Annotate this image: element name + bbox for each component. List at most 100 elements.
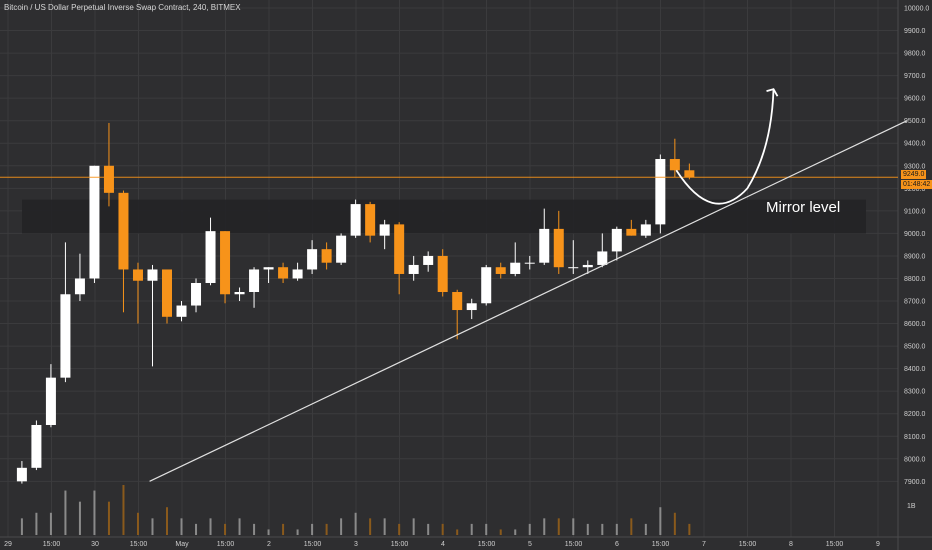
volume-bar <box>296 529 299 535</box>
price-tick-label: 9100.0 <box>904 208 926 215</box>
volume-bar <box>311 523 314 535</box>
volume-bar <box>340 518 343 535</box>
price-tick-label: 9200.0 <box>904 186 926 193</box>
price-tick-label: 7900.0 <box>904 479 926 486</box>
price-tick-label: 9700.0 <box>904 73 926 80</box>
volume-bar <box>325 523 328 535</box>
candle-body <box>626 228 637 236</box>
volume-bar <box>282 523 285 535</box>
candle <box>234 287 245 302</box>
time-tick-label: 4 <box>441 541 445 548</box>
price-tick-label: 9800.0 <box>904 51 926 58</box>
price-axis[interactable]: 10000.0 9900.0 9800.0 9700.0 9600.0 9500.0 940… <box>904 6 929 511</box>
candle-body <box>481 267 492 304</box>
time-tick-label: 29 <box>4 541 12 548</box>
time-axis[interactable]: 29 15:00 30 15:00 May 15:00 2 15:00 3 15:00 4 15:00… <box>4 541 880 548</box>
candle <box>103 122 114 207</box>
volume-bar <box>485 523 488 535</box>
candle-body <box>191 282 202 306</box>
volume-bar <box>412 518 415 535</box>
time-tick-label: 15:00 <box>478 541 496 548</box>
candle <box>539 208 550 265</box>
candle <box>423 251 434 272</box>
volume-bar <box>369 518 372 535</box>
candle-body <box>394 224 405 274</box>
candle <box>292 262 303 281</box>
price-tick-label: 8200.0 <box>904 411 926 418</box>
candle-body <box>684 170 695 178</box>
volume-bar <box>136 512 139 535</box>
chart-title: Bitcoin / US Dollar Perpetual Inverse Sw… <box>4 3 241 12</box>
candle <box>626 219 637 236</box>
time-tick-label: 15:00 <box>565 541 583 548</box>
time-tick-label: 3 <box>354 541 358 548</box>
price-tick-label: 9400.0 <box>904 141 926 148</box>
time-tick-label: 5 <box>528 541 532 548</box>
candle <box>118 190 129 313</box>
candle-body <box>220 231 231 295</box>
candle <box>510 242 521 277</box>
candle-body <box>292 269 303 279</box>
candle-body <box>278 267 289 279</box>
candle-body <box>162 269 172 317</box>
candle-body <box>423 255 434 265</box>
candle-body <box>510 262 521 274</box>
candle <box>669 138 680 178</box>
volume-bar <box>543 518 546 535</box>
mirror-level-zone <box>22 199 866 234</box>
candle-body <box>539 228 550 263</box>
candle-body <box>118 192 129 270</box>
volume-bar <box>267 529 270 535</box>
candle <box>655 154 666 234</box>
volume-bar <box>224 523 227 535</box>
candle <box>611 226 622 261</box>
projection-arrow[interactable] <box>675 88 779 205</box>
volume-tick-label: 1B <box>907 503 916 510</box>
candle-body <box>89 165 100 279</box>
time-tick-label: 15:00 <box>304 541 322 548</box>
candle-body <box>45 377 56 425</box>
candle-body <box>495 267 506 274</box>
candle-body <box>408 264 419 274</box>
volume-bar <box>441 523 444 535</box>
time-tick-label: 15:00 <box>391 541 409 548</box>
price-tick-label: 8600.0 <box>904 321 926 328</box>
time-tick-label: 15:00 <box>217 541 235 548</box>
volume-bar <box>209 518 212 535</box>
price-tick-label: 10000.0 <box>904 6 929 13</box>
bar-countdown-tag: 01:48:42 <box>901 180 932 189</box>
volume-bar <box>586 523 589 535</box>
candle <box>176 301 187 322</box>
candle <box>45 364 56 428</box>
trendline-line <box>149 120 908 482</box>
volume-bar <box>615 523 618 535</box>
candle-body <box>74 278 85 295</box>
price-tick-label: 8500.0 <box>904 344 926 351</box>
candle-body <box>437 255 448 293</box>
candle <box>162 269 172 324</box>
candle-body <box>176 305 187 317</box>
volume-bar <box>514 529 517 535</box>
trendline[interactable] <box>149 120 908 482</box>
candle <box>205 217 216 286</box>
volume-bar <box>35 512 38 535</box>
volume-bar <box>195 523 198 535</box>
volume-bar <box>644 523 647 535</box>
candle-body <box>669 159 680 171</box>
candle <box>263 267 274 283</box>
price-tick-label: 9000.0 <box>904 231 926 238</box>
volume-bar <box>354 512 357 535</box>
candle <box>74 253 85 302</box>
volume-bar <box>630 518 633 535</box>
candle-body <box>234 292 245 295</box>
volume-bar <box>557 518 560 535</box>
time-tick-label: 30 <box>91 541 99 548</box>
projection-arrow-head <box>766 88 779 97</box>
candle <box>481 264 492 306</box>
candle <box>568 240 579 274</box>
time-tick-label: 6 <box>615 541 619 548</box>
candle <box>321 242 332 270</box>
mirror-level-label: Mirror level <box>766 199 841 216</box>
price-tick-label: 8300.0 <box>904 389 926 396</box>
